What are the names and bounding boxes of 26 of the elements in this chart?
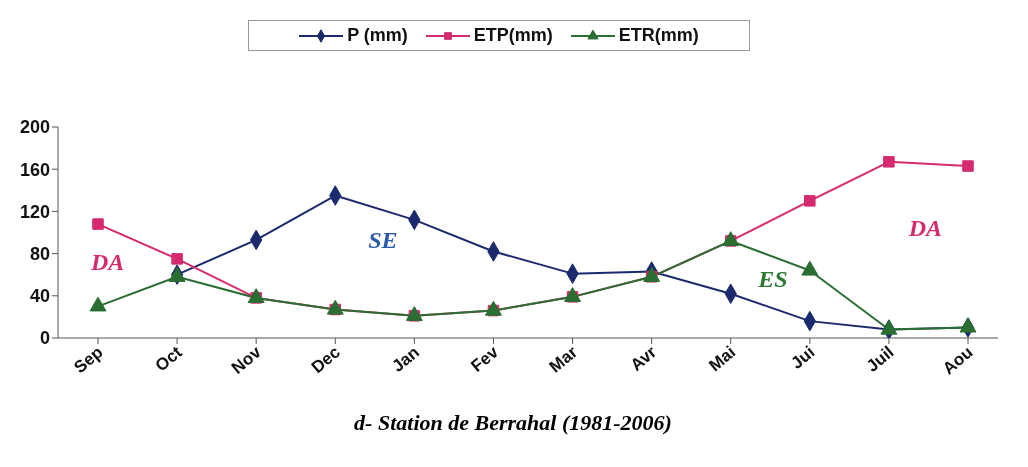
- legend-label: ETR(mm): [617, 25, 699, 46]
- legend-label: ETP(mm): [472, 25, 553, 46]
- x-tick-label: Mai: [705, 342, 740, 376]
- y-tick-label: 40: [29, 286, 50, 307]
- y-tick-label: 160: [19, 159, 50, 180]
- y-tick-label: 120: [19, 201, 50, 222]
- x-tick-label: Nov: [227, 342, 266, 378]
- x-tick-label: Sep: [70, 342, 107, 378]
- text: d- Station de Berrahal (1981-2006): [353, 410, 673, 436]
- annotation: DA: [908, 215, 943, 243]
- x-tick-label: Avr: [626, 342, 661, 375]
- x-tick-label: Fev: [467, 342, 503, 376]
- x-tick-label: Mar: [545, 342, 582, 377]
- y-tick-label: 200: [19, 117, 50, 138]
- annotation: DA: [90, 248, 125, 276]
- annotation: SE: [368, 227, 398, 255]
- x-tick-label: Aou: [939, 342, 977, 379]
- legend-label: P (mm): [346, 25, 408, 46]
- x-tick-label: Dec: [307, 342, 344, 378]
- x-tick-label: Oct: [151, 342, 186, 376]
- x-tick-label: Jan: [388, 342, 423, 376]
- y-tick-label: 0: [39, 328, 50, 349]
- x-tick-label: Juil: [862, 342, 898, 376]
- y-tick-label: 80: [29, 243, 50, 264]
- x-tick-label: Jui: [787, 342, 819, 373]
- annotation: ES: [758, 265, 788, 293]
